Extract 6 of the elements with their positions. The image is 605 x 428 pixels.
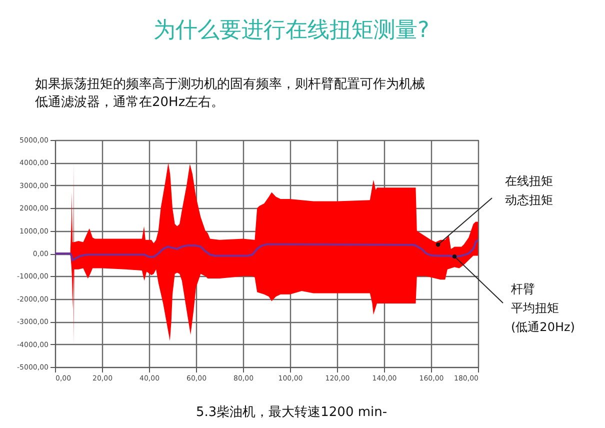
annotation: 在线扭矩动态扭矩 bbox=[505, 174, 553, 207]
chart-subtitle: 如果振荡扭矩的频率高于测功机的固有频率，则杆臂配置可作为机械低通滤波器，通常在20Hz左右。 bbox=[35, 76, 425, 110]
line-series bbox=[55, 238, 478, 262]
chart-title: 为什么要进行在线扭矩测量? bbox=[154, 18, 430, 43]
text: 5.3柴油机，最大转速1200 min- bbox=[196, 405, 388, 420]
annotation: 杆臂平均扭矩(低通20Hz) bbox=[510, 282, 575, 334]
